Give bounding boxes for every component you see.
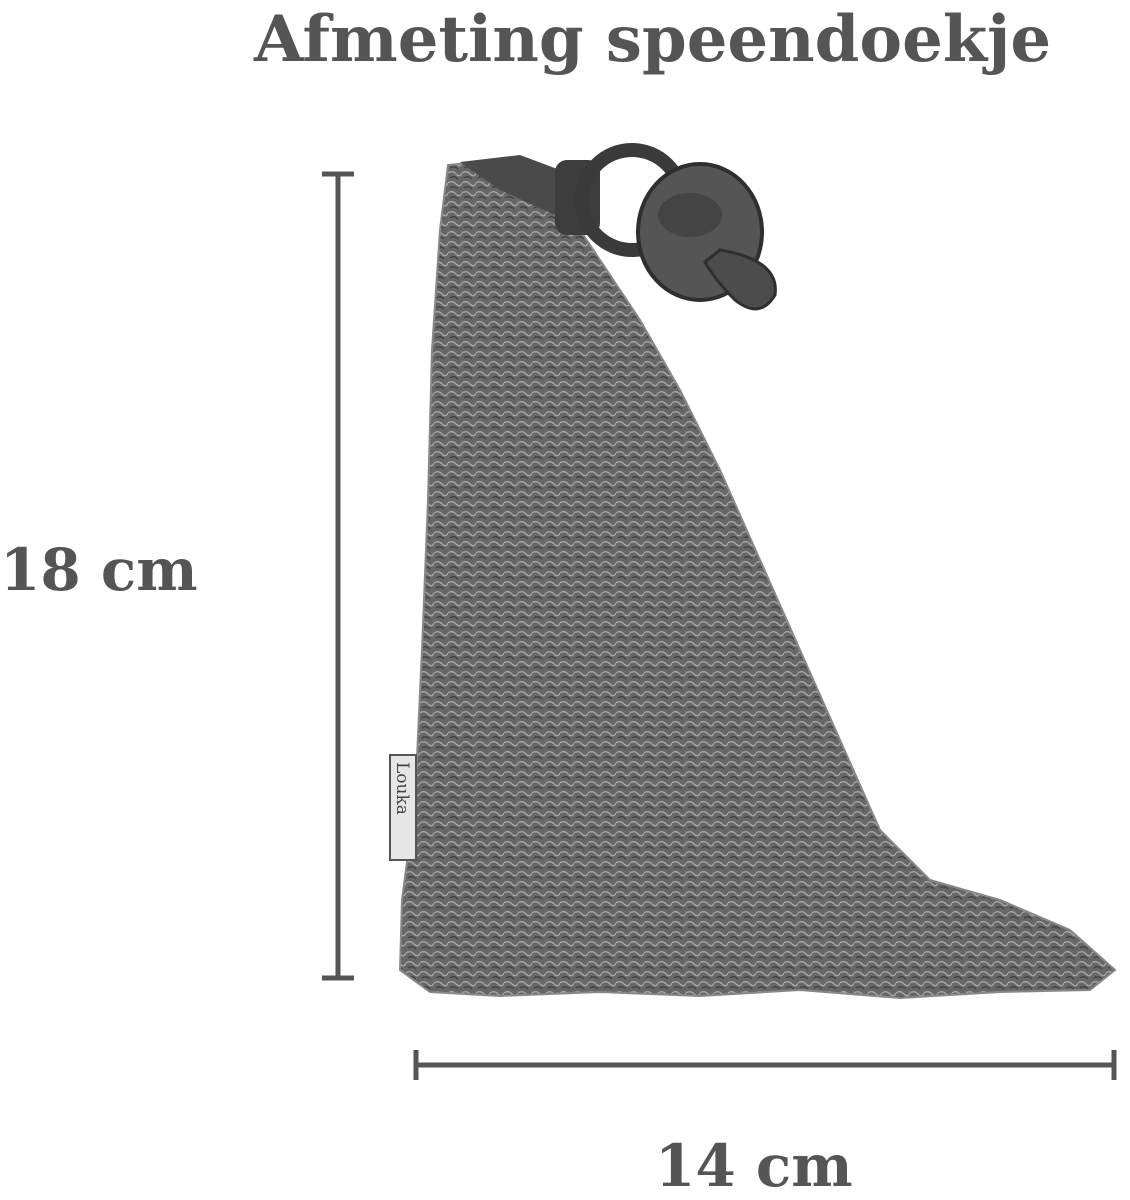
pacifier-icon [460,143,777,311]
page-title: Afmeting speendoekje [253,2,1052,77]
brand-tag-text: Louka [392,762,412,815]
height-label: 18 cm [0,536,198,604]
height-dimension-line [322,171,354,981]
brand-tag [389,754,417,861]
width-dimension-line [413,1050,1117,1080]
width-label: 14 cm [655,1132,853,1200]
